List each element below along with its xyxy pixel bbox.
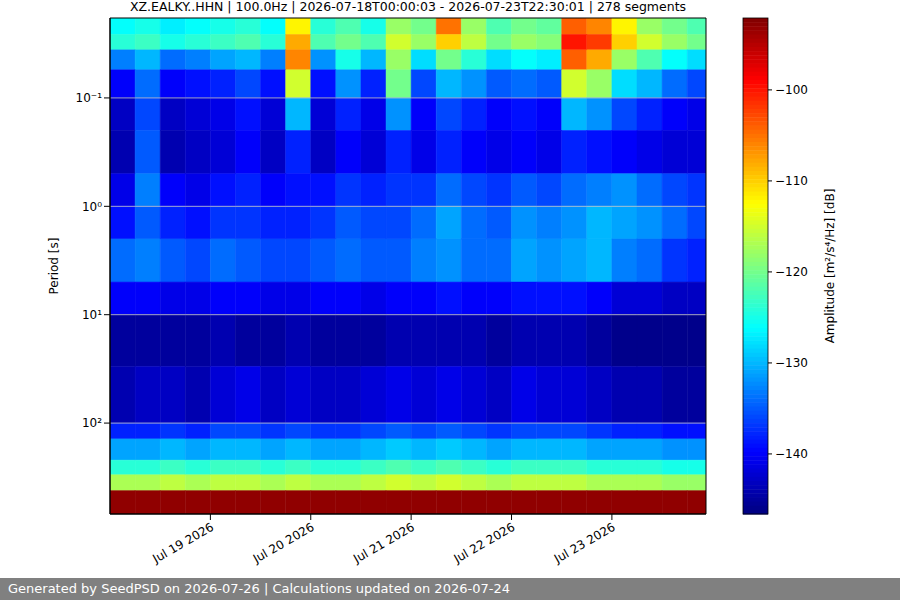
svg-text:Jul 22 2026: Jul 22 2026: [451, 520, 518, 567]
svg-text:−120: −120: [775, 265, 808, 279]
svg-text:Jul 23 2026: Jul 23 2026: [551, 520, 618, 567]
svg-text:Amplitude [m²/s⁴/Hz] [dB]: Amplitude [m²/s⁴/Hz] [dB]: [823, 189, 837, 344]
svg-text:−110: −110: [775, 174, 808, 188]
svg-text:10⁻¹: 10⁻¹: [76, 91, 103, 105]
html-text:Generated by SeedPSD on 2026-0: Generated by SeedPSD on 2026-07-26 | Cal…: [8, 581, 510, 596]
html-text:XZ.EALKY..HHN | 100.0Hz | 2026: XZ.EALKY..HHN | 100.0Hz | 2026-07-18T00:…: [129, 0, 687, 14]
svg-text:−140: −140: [775, 447, 808, 461]
svg-text:Period [s]: Period [s]: [47, 238, 61, 295]
svg-text:−130: −130: [775, 356, 808, 370]
svg-text:Jul 19 2026: Jul 19 2026: [149, 520, 216, 567]
svg-text:10²: 10²: [82, 416, 102, 430]
svg-text:Jul 20 2026: Jul 20 2026: [250, 520, 317, 567]
svg-text:Jul 21 2026: Jul 21 2026: [350, 520, 417, 567]
svg-text:10¹: 10¹: [82, 308, 102, 322]
svg-text:10⁰: 10⁰: [82, 200, 102, 214]
svg-text:−100: −100: [775, 83, 808, 97]
